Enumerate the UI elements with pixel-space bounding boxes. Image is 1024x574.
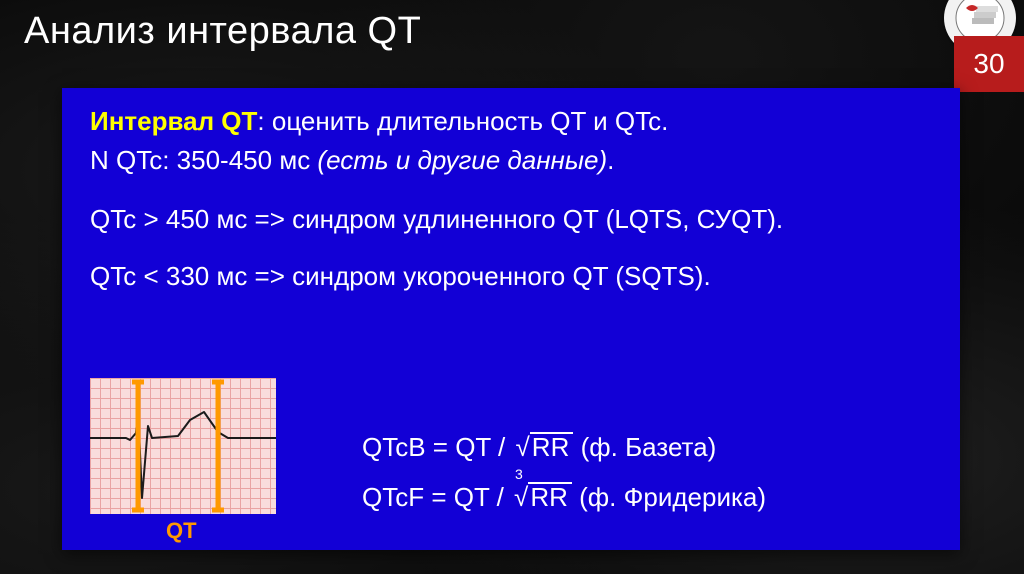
line-lqts: QTc > 450 мс => синдром удлиненного QT (… <box>90 202 940 237</box>
f1-radicand: RR <box>530 432 574 460</box>
formula-fridericia: QTcF = QT / 3√RR (ф. Фридерика) <box>362 473 912 522</box>
ecg-svg <box>90 378 276 514</box>
line-nqtc: N QTc: 350-450 мс (есть и другие данные)… <box>90 143 940 178</box>
line1-rest: : оценить длительность QT и QTc. <box>257 106 668 136</box>
radical-1: √ <box>516 432 530 462</box>
f2-lhs: QTcF = QT / <box>362 482 511 512</box>
ecg-diagram-wrap: QT <box>90 378 276 542</box>
line2-c: . <box>607 145 614 175</box>
slide-root: Анализ интервала QT 30 Интервал QT: оцен… <box>0 0 1024 574</box>
qt-label: QT <box>166 518 197 544</box>
line-interval-qt: Интервал QT: оценить длительность QT и Q… <box>90 104 940 139</box>
f2-degree: 3 <box>515 461 523 488</box>
line-sqts: QTc < 330 мс => синдром укороченного QT … <box>90 259 940 294</box>
ecg-diagram <box>90 378 276 514</box>
line2-b: (есть и другие данные) <box>317 145 607 175</box>
line2-a: N QTc: 350-450 мс <box>90 145 317 175</box>
f2-note: (ф. Фридерика) <box>572 482 766 512</box>
slide-title: Анализ интервала QT <box>24 10 421 53</box>
formulas-block: QTcB = QT / √RR (ф. Базета) QTcF = QT / … <box>362 423 912 522</box>
f1-note: (ф. Базета) <box>573 432 716 462</box>
heading-interval-qt: Интервал QT <box>90 106 257 136</box>
formula-bazett: QTcB = QT / √RR (ф. Базета) <box>362 423 912 472</box>
page-number: 30 <box>973 48 1004 80</box>
page-number-badge: 30 <box>954 36 1024 92</box>
f1-lhs: QTcB = QT / <box>362 432 513 462</box>
f2-radicand: RR <box>528 482 572 510</box>
content-panel: Интервал QT: оценить длительность QT и Q… <box>62 88 960 550</box>
